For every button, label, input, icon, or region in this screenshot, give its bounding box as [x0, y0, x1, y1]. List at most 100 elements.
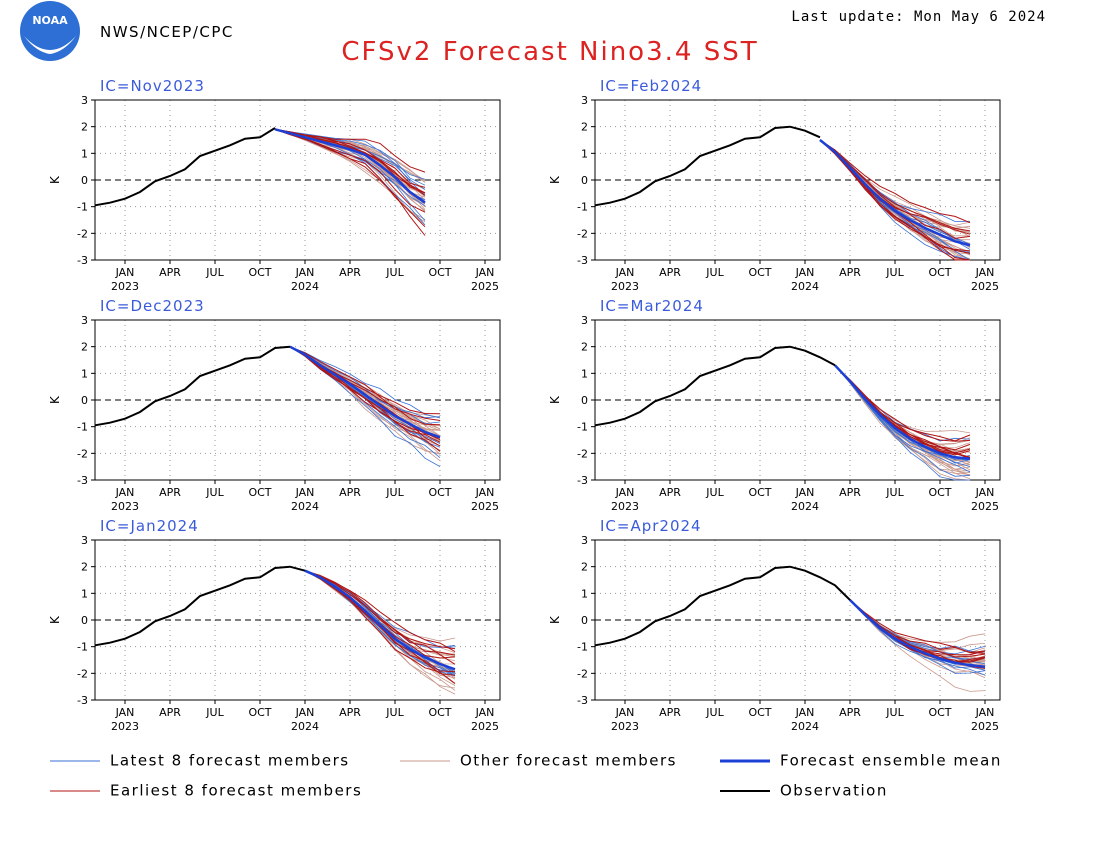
y-tick-label: -2	[77, 447, 88, 460]
y-tick-label: -3	[577, 474, 588, 487]
other-member-line	[834, 365, 971, 462]
y-tick-label: 2	[581, 341, 588, 354]
latest-member-line	[834, 365, 971, 461]
latest-member-line	[849, 599, 986, 674]
x-tick-label: JAN	[615, 486, 635, 499]
panel-1: IC=Nov2023 3 2 1 0 -1 -2 -3 K JAN APR JUL OCT JAN APR J…	[48, 77, 501, 293]
earliest-member-line	[304, 570, 456, 656]
x-tick-label: JUL	[885, 486, 904, 499]
x-tick-label: JAN	[475, 486, 495, 499]
x-year-label: 2025	[471, 280, 499, 293]
earliest-member-line	[834, 364, 971, 460]
panel-2: IC=Feb2024 3 2 1 0 -1 -2 -3 K JAN APR JUL OCT JAN APR J…	[548, 77, 1001, 293]
x-year-label: 2025	[471, 720, 499, 733]
other-member-line	[849, 599, 986, 692]
earliest-member-line	[819, 139, 971, 254]
ensemble-mean-line	[834, 364, 971, 460]
y-tick-label: 0	[81, 614, 88, 627]
x-tick-label: JAN	[295, 266, 315, 279]
x-tick-label: JUL	[705, 486, 724, 499]
legend-latest-label: Latest 8 forecast members	[110, 752, 350, 770]
legend: Latest 8 forecast members Other forecast…	[50, 752, 1002, 800]
x-year-label: 2023	[111, 280, 139, 293]
latest-member-line	[289, 346, 441, 467]
x-tick-label: APR	[159, 266, 181, 279]
x-year-label: 2025	[971, 500, 999, 513]
x-tick-label: OCT	[928, 486, 951, 499]
x-tick-label: JAN	[115, 706, 135, 719]
y-axis-label: K	[548, 175, 562, 184]
y-axis-label: K	[48, 615, 62, 624]
x-tick-label: JAN	[975, 486, 995, 499]
earliest-member-line	[849, 599, 986, 654]
y-tick-label: 0	[81, 174, 88, 187]
y-tick-label: 0	[581, 394, 588, 407]
x-tick-label: JAN	[615, 266, 635, 279]
observation-line	[594, 345, 836, 427]
observation-line	[94, 345, 291, 427]
latest-member-line	[834, 365, 971, 461]
x-tick-label: APR	[159, 486, 181, 499]
last-update-label: Last update: Mon May 6 2024	[791, 9, 1046, 25]
other-member-line	[834, 365, 971, 480]
x-tick-label: APR	[839, 266, 861, 279]
x-tick-label: JAN	[295, 706, 315, 719]
y-tick-label: -3	[77, 694, 88, 707]
x-year-label: 2025	[471, 500, 499, 513]
x-tick-label: OCT	[428, 486, 451, 499]
y-tick-label: -2	[77, 667, 88, 680]
chart-title: CFSv2 Forecast Nino3.4 SST	[341, 37, 758, 67]
x-tick-label: JUL	[705, 266, 724, 279]
ensemble-mean-line	[304, 569, 456, 671]
y-tick-label: 0	[81, 394, 88, 407]
x-tick-label: APR	[839, 706, 861, 719]
y-tick-label: -1	[577, 201, 588, 214]
x-tick-label: OCT	[748, 266, 771, 279]
other-member-line	[834, 365, 971, 481]
x-tick-label: JUL	[885, 706, 904, 719]
panel-ic-label: IC=Mar2024	[600, 297, 704, 315]
y-tick-label: 2	[581, 121, 588, 134]
x-year-label: 2023	[611, 720, 639, 733]
x-tick-label: JAN	[115, 266, 135, 279]
earliest-member-line	[304, 570, 456, 653]
panel-5: IC=Jan2024 3 2 1 0 -1 -2 -3 K JAN APR JUL OCT JAN APR J…	[48, 517, 501, 733]
x-tick-label: APR	[659, 486, 681, 499]
x-year-label: 2024	[291, 280, 319, 293]
legend-mean-label: Forecast ensemble mean	[780, 752, 1002, 770]
panels-group: IC=Nov2023 3 2 1 0 -1 -2 -3 K JAN APR JUL OCT JAN APR J…	[48, 77, 1001, 733]
panel-ic-label: IC=Dec2023	[100, 297, 205, 315]
x-tick-label: OCT	[248, 266, 271, 279]
x-tick-label: JUL	[705, 706, 724, 719]
x-tick-label: JUL	[385, 706, 404, 719]
x-tick-label: JAN	[295, 486, 315, 499]
x-tick-label: JUL	[205, 266, 224, 279]
x-tick-label: JAN	[615, 706, 635, 719]
earliest-member-line	[849, 599, 986, 669]
y-tick-label: 3	[581, 314, 588, 327]
noaa-logo: NOAA	[20, 1, 80, 61]
x-tick-label: JAN	[975, 706, 995, 719]
x-year-label: 2025	[971, 280, 999, 293]
y-tick-label: 1	[81, 587, 88, 600]
observation-line	[94, 565, 306, 647]
panel-3: IC=Dec2023 3 2 1 0 -1 -2 -3 K JAN APR JUL OCT JAN APR J…	[48, 297, 501, 513]
x-tick-label: OCT	[928, 706, 951, 719]
x-tick-label: APR	[659, 266, 681, 279]
ensemble-mean-line	[849, 599, 986, 668]
x-year-label: 2023	[111, 720, 139, 733]
y-tick-label: 0	[581, 174, 588, 187]
x-tick-label: JUL	[385, 486, 404, 499]
other-member-line	[849, 599, 986, 669]
legend-observation-label: Observation	[780, 782, 888, 800]
y-tick-label: -2	[77, 227, 88, 240]
x-tick-label: APR	[339, 706, 361, 719]
y-axis-label: K	[48, 175, 62, 184]
panel-ic-label: IC=Apr2024	[600, 517, 702, 535]
panel-4: IC=Mar2024 3 2 1 0 -1 -2 -3 K JAN APR JUL OCT JAN APR J…	[548, 297, 1001, 513]
x-tick-label: OCT	[248, 486, 271, 499]
earliest-member-line	[289, 346, 441, 443]
y-tick-label: -2	[577, 227, 588, 240]
y-tick-label: -3	[77, 474, 88, 487]
